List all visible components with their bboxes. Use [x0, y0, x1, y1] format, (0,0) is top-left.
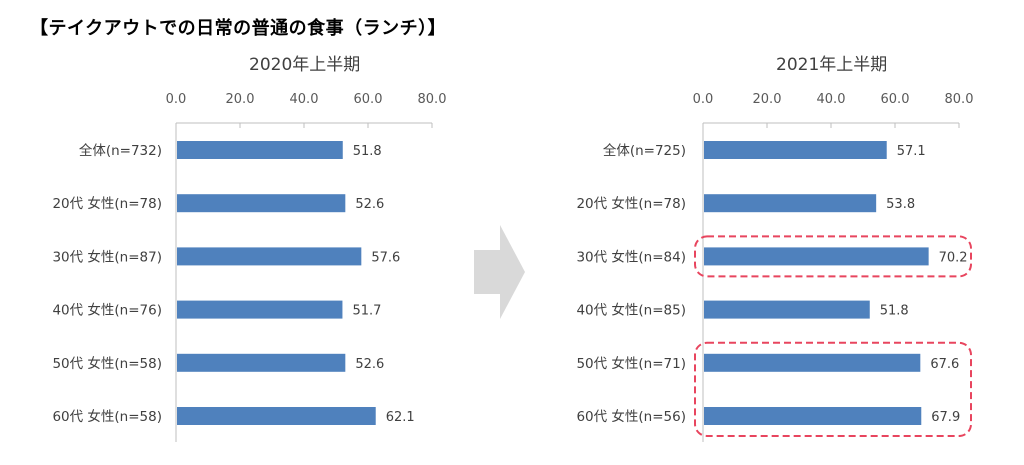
- category-label: 全体(n=725): [603, 142, 686, 159]
- x-tick-label: 80.0: [945, 92, 974, 107]
- data-label: 67.6: [930, 357, 959, 372]
- data-label: 52.6: [355, 357, 384, 372]
- bar: [177, 141, 343, 159]
- x-tick-label: 60.0: [881, 92, 910, 107]
- category-label: 30代 女性(n=84): [576, 248, 686, 265]
- data-label: 57.1: [897, 144, 926, 159]
- data-label: 51.8: [880, 304, 909, 319]
- bar: [704, 194, 877, 213]
- bar: [704, 407, 922, 425]
- x-tick-label: 40.0: [817, 92, 846, 107]
- highlight-box: [694, 235, 972, 278]
- x-tick-label: 20.0: [753, 92, 782, 107]
- category-label: 50代 女性(n=71): [576, 355, 686, 372]
- data-label: 67.9: [931, 410, 960, 425]
- chart-title: 2021年上半期: [776, 55, 887, 75]
- x-tick-label: 80.0: [418, 92, 447, 107]
- category-label: 50代 女性(n=58): [52, 355, 162, 372]
- data-label: 52.6: [355, 197, 384, 212]
- x-tick-label: 0.0: [166, 92, 187, 107]
- bar: [177, 194, 346, 213]
- chart-title: 2020年上半期: [249, 55, 360, 75]
- category-label: 60代 女性(n=58): [52, 408, 162, 425]
- data-label: 53.8: [886, 197, 915, 212]
- data-label: 62.1: [386, 410, 415, 425]
- data-label: 70.2: [939, 250, 968, 265]
- x-tick-label: 20.0: [226, 92, 255, 107]
- category-label: 60代 女性(n=56): [576, 408, 686, 425]
- highlight-box: [694, 341, 972, 437]
- transition-arrow-icon: [474, 225, 525, 319]
- category-label: 全体(n=732): [79, 142, 162, 159]
- category-label: 20代 女性(n=78): [52, 195, 162, 212]
- bar: [704, 247, 929, 266]
- x-tick-label: 40.0: [290, 92, 319, 107]
- category-label: 20代 女性(n=78): [576, 195, 686, 212]
- category-label: 40代 女性(n=85): [576, 302, 686, 319]
- bar: [177, 247, 362, 266]
- bar: [177, 300, 343, 319]
- bar: [177, 353, 346, 372]
- data-label: 51.7: [352, 304, 381, 319]
- chart-2020: 2020年上半期 0.0 20.0 40.0 60.0 80.0 全体(n=732) 51.8…: [52, 55, 446, 442]
- category-label: 40代 女性(n=76): [52, 302, 162, 319]
- bar: [177, 407, 376, 425]
- data-label: 51.8: [353, 144, 382, 159]
- data-label: 57.6: [371, 250, 400, 265]
- chart-2021: 2021年上半期 0.0 20.0 40.0 60.0 80.0 全体(n=725) 57.1…: [576, 55, 973, 442]
- bar: [704, 353, 921, 372]
- category-label: 30代 女性(n=87): [52, 248, 162, 265]
- bar: [704, 141, 887, 159]
- x-tick-label: 60.0: [354, 92, 383, 107]
- bar: [704, 300, 870, 319]
- x-tick-label: 0.0: [693, 92, 714, 107]
- page-title: 【テイクアウトでの日常の普通の食事（ランチ）】: [30, 18, 447, 39]
